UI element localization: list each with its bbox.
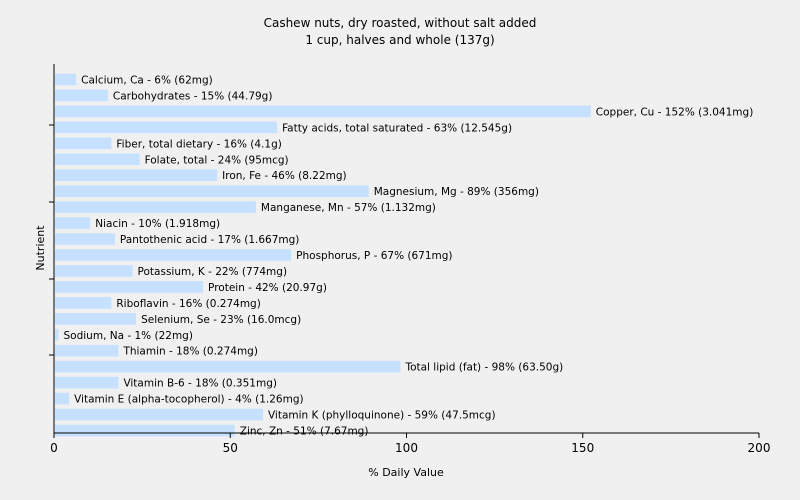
- bar-label-16: Selenium, Se - 23% (16.0mcg): [141, 314, 301, 326]
- bar-label-15: Riboflavin - 16% (0.274mg): [116, 298, 260, 310]
- bar-label-22: Vitamin K (phylloquinone) - 59% (47.5mcg…: [268, 410, 496, 422]
- bar-15: [55, 297, 112, 309]
- bar-8: [55, 185, 369, 197]
- bar-11: [55, 233, 115, 245]
- bar-label-3: Copper, Cu - 152% (3.041mg): [596, 106, 754, 118]
- bar-label-6: Folate, total - 24% (95mcg): [145, 154, 289, 166]
- bar-6: [55, 153, 140, 166]
- bar-label-5: Fiber, total dietary - 16% (4.1g): [116, 138, 281, 150]
- bar-13: [55, 265, 133, 277]
- bar-label-20: Vitamin B-6 - 18% (0.351mg): [123, 378, 277, 390]
- bar-label-7: Iron, Fe - 46% (8.22mg): [222, 170, 346, 182]
- chart-subtitle: 1 cup, halves and whole (137g): [305, 33, 494, 47]
- bar-label-13: Potassium, K - 22% (774mg): [138, 266, 288, 278]
- bar-5: [55, 137, 112, 150]
- axes-layer: 0 50 100 150 200: [49, 64, 770, 455]
- bar-label-21: Vitamin E (alpha-tocopherol) - 4% (1.26m…: [74, 394, 304, 406]
- bar-10: [55, 217, 91, 229]
- bar-21: [55, 392, 70, 405]
- bar-23: [55, 424, 235, 437]
- bar-label-17: Sodium, Na - 1% (22mg): [64, 330, 193, 342]
- bar-label-2: Carbohydrates - 15% (44.79g): [113, 90, 273, 102]
- bar-14: [55, 281, 204, 293]
- bar-label-9: Manganese, Mn - 57% (1.132mg): [261, 202, 436, 214]
- bar-label-19: Total lipid (fat) - 98% (63.50g): [404, 362, 563, 374]
- bar-18: [55, 344, 119, 357]
- bar-label-11: Pantothenic acid - 17% (1.667mg): [120, 234, 299, 246]
- bar-7: [55, 169, 218, 182]
- x-tick-label-200: 200: [748, 441, 771, 455]
- x-tick-label-0: 0: [50, 441, 58, 455]
- bar-17: [55, 328, 59, 341]
- bar-1: [55, 73, 77, 86]
- bars-layer: Calcium, Ca - 6% (62mg) Carbohydrates - 1…: [55, 73, 754, 438]
- y-axis-label: Nutrient: [34, 225, 47, 271]
- x-tick-label-50: 50: [223, 441, 238, 455]
- bar-20: [55, 376, 119, 389]
- bar-22: [55, 408, 263, 421]
- bar-label-18: Thiamin - 18% (0.274mg): [122, 346, 258, 358]
- bar-label-8: Magnesium, Mg - 89% (356mg): [374, 186, 539, 198]
- bar-9: [55, 201, 256, 213]
- x-tick-label-150: 150: [571, 441, 594, 455]
- bar-label-14: Protein - 42% (20.97g): [208, 282, 327, 294]
- bar-label-12: Phosphorus, P - 67% (671mg): [296, 250, 452, 262]
- bar-label-4: Fatty acids, total saturated - 63% (12.5…: [282, 122, 512, 134]
- bar-label-10: Niacin - 10% (1.918mg): [95, 218, 220, 230]
- x-tick-label-100: 100: [395, 441, 418, 455]
- bar-label-23: Zinc, Zn - 51% (7.67mg): [240, 426, 369, 438]
- bar-2: [55, 89, 108, 102]
- bar-3: [55, 105, 591, 118]
- bar-12: [55, 249, 292, 261]
- x-axis-label: % Daily Value: [368, 466, 444, 479]
- bar-16: [55, 313, 137, 325]
- bar-4: [55, 121, 278, 134]
- chart-title: Cashew nuts, dry roasted, without salt a…: [264, 16, 537, 30]
- bar-label-1: Calcium, Ca - 6% (62mg): [81, 74, 213, 86]
- bar-19: [55, 360, 401, 373]
